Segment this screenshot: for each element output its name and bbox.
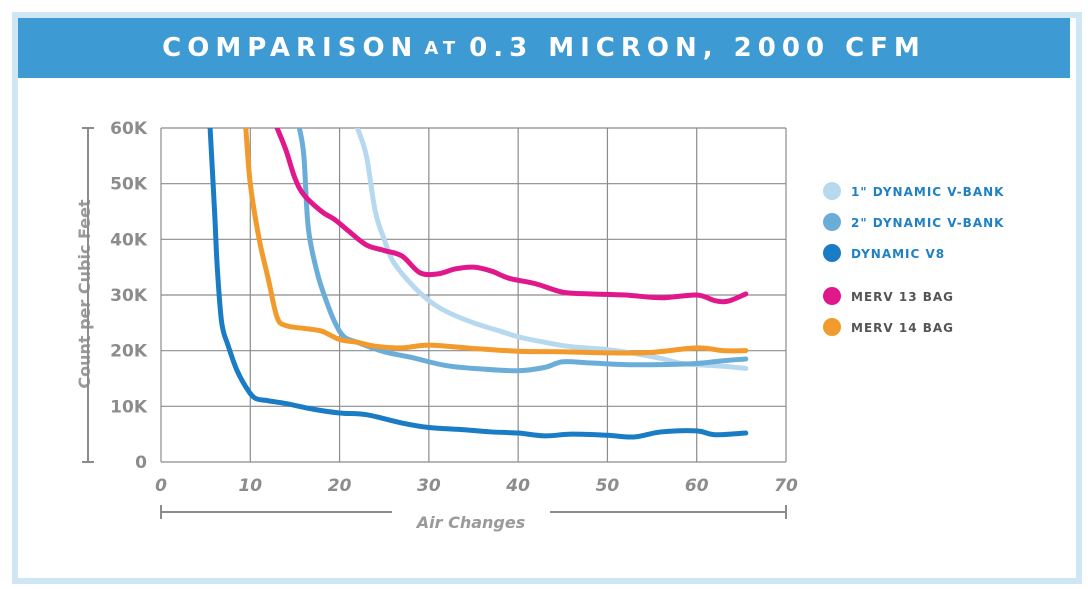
x-tick-label: 10	[238, 476, 262, 496]
series-line-merv-14-bag	[243, 128, 749, 356]
x-tick-label: 60	[685, 476, 709, 496]
series-line-merv-13-bag	[274, 128, 749, 305]
y-tick-label: 20K	[110, 342, 148, 362]
x-tick-label: 0	[155, 476, 167, 496]
y-tick-label: 30K	[110, 286, 148, 306]
chart-title-part2: AT	[424, 37, 462, 59]
legend: 1" DYNAMIC V-BANK 2" DYNAMIC V-BANK DYNAMI…	[823, 182, 1004, 336]
series-line-2-dynamic-v-bank	[296, 128, 749, 374]
series	[207, 128, 749, 440]
chart-title-part1: COMPARISON	[162, 33, 419, 63]
chart-title-part3: 0.3 MICRON, 2000 CFM	[469, 33, 926, 63]
y-axis-label: Count per Cubic Feet	[75, 199, 94, 389]
legend-marker-2-dynamic-v-bank	[823, 213, 841, 231]
legend-marker-merv-13-bag	[823, 287, 841, 305]
y-tick-label: 0	[135, 453, 147, 473]
legend-marker-merv-14-bag	[823, 318, 841, 336]
legend-marker-1-dynamic-v-bank	[823, 182, 841, 200]
x-tick-label: 50	[596, 476, 620, 496]
legend-label-merv-14-bag: MERV 14 BAG	[851, 321, 954, 335]
title-banner: COMPARISON AT 0.3 MICRON, 2000 CFM	[18, 18, 1070, 78]
y-tick-label: 10K	[110, 397, 148, 417]
y-tick-label: 40K	[110, 230, 148, 250]
x-tick-label: 40	[505, 476, 530, 496]
legend-marker-dynamic-v8	[823, 244, 841, 262]
x-tick-label: 30	[417, 476, 441, 496]
legend-label-2-dynamic-v-bank: 2" DYNAMIC V-BANK	[851, 216, 1004, 230]
y-tick-label: 60K	[110, 119, 148, 139]
legend-label-dynamic-v8: DYNAMIC V8	[851, 247, 945, 261]
x-axis-label: Air Changes	[415, 513, 525, 532]
axes: Count per Cubic Feet Air Changes	[75, 127, 787, 532]
x-tick-label: 70	[774, 476, 798, 496]
series-line-dynamic-v8	[207, 128, 749, 440]
chart-frame	[12, 12, 1082, 584]
ticks: 0 10 20 30 40 50 60 70 0 10K 20K 30K 40K 50K 60K	[110, 119, 798, 496]
grid	[160, 127, 787, 463]
series-line-1-dynamic-v-bank	[354, 128, 749, 371]
y-tick-label: 50K	[110, 175, 148, 195]
legend-label-1-dynamic-v-bank: 1" DYNAMIC V-BANK	[851, 185, 1004, 199]
x-tick-label: 20	[328, 476, 352, 496]
legend-label-merv-13-bag: MERV 13 BAG	[851, 290, 954, 304]
